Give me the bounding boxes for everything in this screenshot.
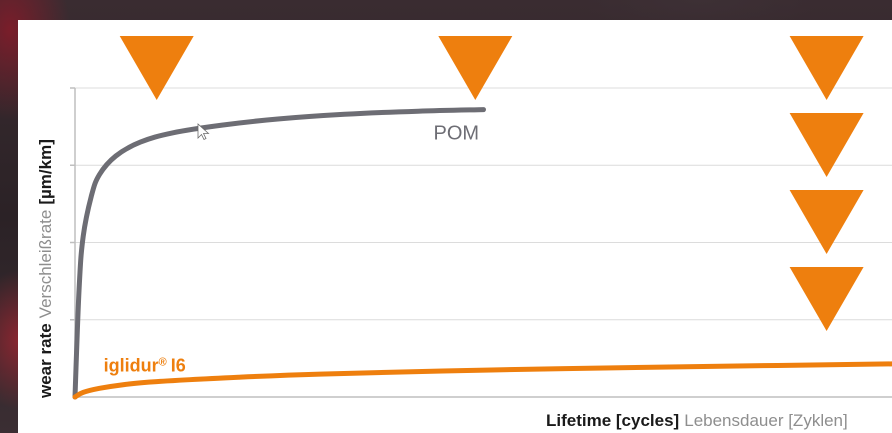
triangle-marker-6 [789, 267, 864, 331]
y-axis-label-english: wear rate [36, 323, 55, 399]
series-line-pom [72, 107, 486, 400]
series-label-iglidur-suffix: I6 [171, 356, 186, 376]
x-axis-label-english: Lifetime [cycles] [546, 411, 679, 430]
triangle-marker-5 [789, 190, 864, 254]
series-line-iglidur [72, 361, 892, 400]
wear-rate-chart: POM iglidur® I6 Lifetime [cycles] Lebensda… [36, 36, 892, 430]
cursor-arrow-shape [197, 123, 210, 141]
y-axis-label-unit: [µm/km] [36, 139, 55, 205]
x-axis-label: Lifetime [cycles] Lebensdauer [Zyklen] [546, 411, 848, 430]
series-lines [72, 107, 892, 400]
x-axis-label-german: Lebensdauer [Zyklen] [684, 411, 848, 430]
triangle-marker-2 [438, 36, 513, 100]
series-label-iglidur: iglidur® I6 [104, 356, 186, 376]
mouse-cursor-icon [197, 123, 210, 141]
triangle-marker-4 [789, 113, 864, 177]
series-label-iglidur-name: iglidur [104, 356, 159, 376]
triangle-markers [119, 36, 864, 331]
y-axis-label: wear rate Verschleißrate [µm/km] [36, 139, 55, 399]
triangle-marker-3 [789, 36, 864, 100]
grid-lines [75, 87, 892, 321]
chart-panel: POM iglidur® I6 Lifetime [cycles] Lebensda… [18, 20, 892, 433]
series-label-pom: POM [434, 123, 480, 145]
triangle-marker-1 [119, 36, 194, 100]
registered-mark: ® [159, 357, 167, 369]
y-axis-label-german: Verschleißrate [36, 210, 55, 319]
